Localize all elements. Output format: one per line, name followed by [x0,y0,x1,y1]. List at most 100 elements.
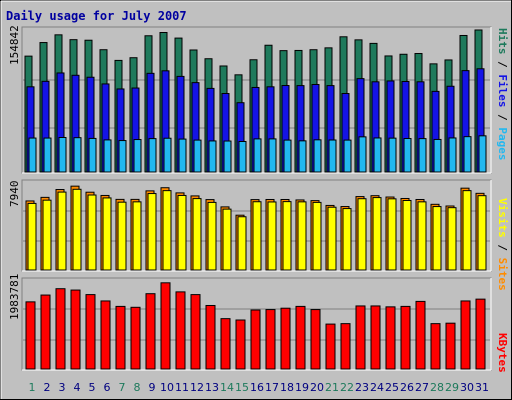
kbytes-bar-day-27 [415,300,426,370]
kbytes-bar-day-7 [115,305,126,370]
pages-bar-day-18 [283,139,292,173]
pages-bar-day-8 [133,139,142,173]
chart-title: Daily usage for July 2007 [6,9,187,23]
legend-sep-2: / [496,108,509,128]
visits-bar-day-14 [222,208,232,271]
visits-bar-day-13 [207,201,217,271]
day-label-11: 11 [175,381,189,394]
visits-bar-day-26 [402,200,412,271]
kbytes-bar-day-1 [25,301,36,370]
kbytes-bar-day-29 [445,322,456,370]
visits-bar-day-17 [267,201,277,271]
visits-bar-day-16 [252,201,262,271]
kbytes-bar-day-31 [475,298,486,370]
visits-bar-day-27 [417,201,427,271]
day-label-4: 4 [74,381,81,394]
day-label-19: 19 [295,381,309,394]
visits-bar-day-8 [132,201,142,271]
pages-bar-day-9 [148,138,157,173]
day-label-24: 24 [370,381,384,394]
visits-bar-day-25 [387,198,397,271]
pages-bar-day-2 [43,137,52,173]
pages-bar-day-23 [358,136,367,173]
day-label-28: 28 [430,381,444,394]
pages-bar-day-15 [238,140,247,173]
kbytes-bar-day-13 [205,304,216,370]
visits-bar-day-22 [342,208,352,271]
kbytes-bar-day-25 [385,306,396,370]
visits-bar-day-3 [57,191,67,271]
visits-bar-day-18 [282,201,292,271]
day-label-14: 14 [220,381,234,394]
kbytes-bar-day-23 [355,305,366,370]
kbytes-bar-day-18 [280,307,291,370]
pages-bar-day-24 [373,137,382,173]
kbytes-bar-day-17 [265,309,276,370]
day-label-1: 1 [29,381,36,394]
day-label-9: 9 [149,381,156,394]
day-label-23: 23 [355,381,369,394]
legend-files: Files [496,74,509,107]
kbytes-bar-day-19 [295,305,306,370]
kbytes-bar-day-24 [370,305,381,370]
kbytes-bar-day-2 [40,294,51,370]
day-label-18: 18 [280,381,294,394]
kbytes-bar-day-30 [460,300,471,370]
y-max-label-sites: 7940 [8,181,21,208]
day-label-22: 22 [340,381,354,394]
kbytes-bar-day-21 [325,323,336,370]
day-label-13: 13 [205,381,219,394]
pages-bar-day-20 [313,139,322,173]
pages-bar-day-10 [163,137,172,173]
day-label-8: 8 [134,381,141,394]
day-label-30: 30 [460,381,474,394]
kbytes-bar-day-4 [70,289,81,370]
visits-bar-day-10 [162,190,172,271]
kbytes-bar-day-11 [175,291,186,370]
visits-bar-day-7 [117,201,127,271]
visits-bar-day-15 [237,216,247,271]
pages-bar-day-17 [268,138,277,173]
day-label-5: 5 [89,381,96,394]
pages-bar-day-14 [223,140,232,173]
y-max-label-pages: 154842 [8,25,21,65]
pages-bar-day-4 [73,137,82,173]
day-label-26: 26 [400,381,414,394]
kbytes-bar-day-14 [220,318,231,370]
kbytes-bar-day-22 [340,323,351,370]
kbytes-bar-day-15 [235,319,246,370]
visits-bar-day-4 [72,188,82,271]
pages-bar-day-19 [298,140,307,173]
pages-bar-day-5 [88,137,97,173]
kbytes-bar-day-26 [400,305,411,370]
kbytes-bar-day-12 [190,294,201,370]
day-label-2: 2 [44,381,51,394]
legend-visits: Visits [496,198,509,238]
y-max-label-kbytes: 1983781 [8,274,21,320]
kbytes-bar-day-8 [130,306,141,370]
day-label-7: 7 [119,381,126,394]
legend-pages: Pages [496,127,509,160]
kbytes-bar-day-16 [250,309,261,370]
kbytes-bar-day-28 [430,323,441,370]
legend-sites: Sites [496,258,509,291]
pages-bar-day-31 [478,135,487,173]
legend-sep-3: / [496,238,509,258]
kbytes-bar-day-9 [145,293,156,370]
visits-bar-day-31 [477,195,487,271]
visits-bar-day-19 [297,201,307,271]
day-label-10: 10 [160,381,174,394]
kbytes-bar-day-5 [85,294,96,370]
day-label-6: 6 [104,381,111,394]
day-label-27: 27 [415,381,429,394]
visits-bar-day-20 [312,201,322,271]
day-label-25: 25 [385,381,399,394]
pages-bar-day-7 [118,140,127,173]
day-label-31: 31 [475,381,489,394]
day-label-16: 16 [250,381,264,394]
day-labels: 1 2 3 4 5 6 7 8 9 10 11 12 13 14 15 16 17 18 19 20 21 22 23 24 2… [29,381,490,394]
legend-sites-visits: Visits / Sites [496,198,509,291]
visits-bar-day-11 [177,194,187,271]
pages-bar-day-13 [208,140,217,173]
